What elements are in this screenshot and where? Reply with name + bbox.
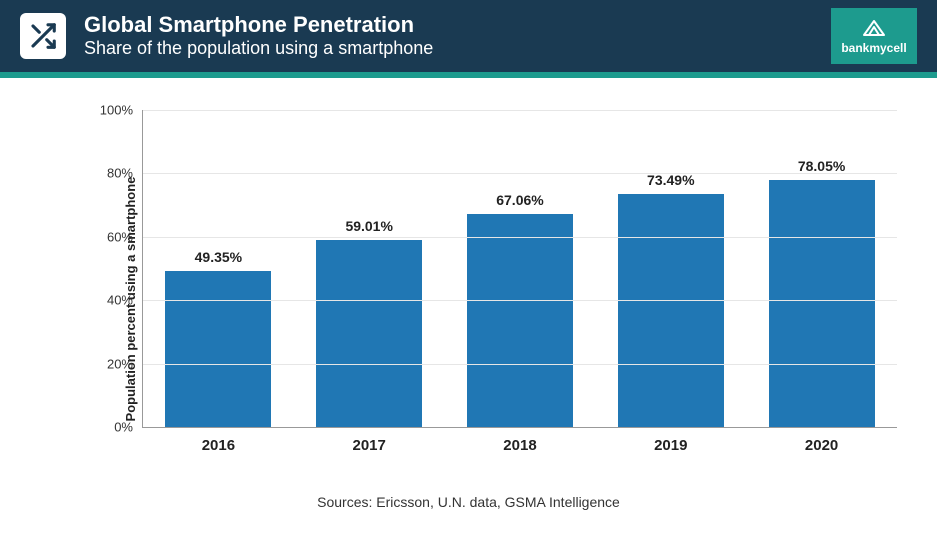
y-tick-label: 40% [107, 293, 143, 308]
x-tick-label: 2020 [805, 437, 838, 454]
y-tick-label: 20% [107, 356, 143, 371]
y-tick-label: 60% [107, 229, 143, 244]
bar-group: 73.49%2019 [603, 110, 739, 427]
x-tick-label: 2018 [503, 437, 536, 454]
header-bar: Global Smartphone Penetration Share of t… [0, 0, 937, 78]
logo-icon [861, 17, 887, 39]
bar-value-label: 78.05% [798, 158, 845, 174]
bar-value-label: 67.06% [496, 192, 543, 208]
infographic-container: Global Smartphone Penetration Share of t… [0, 0, 937, 544]
gridline [143, 173, 897, 174]
logo-text: bankmycell [841, 41, 906, 55]
chart-area: 49.35%201659.01%201767.06%201873.49%2019… [90, 100, 897, 460]
header-text: Global Smartphone Penetration Share of t… [84, 12, 831, 60]
y-tick-label: 0% [114, 420, 143, 435]
bar [618, 194, 724, 427]
bar-group: 49.35%2016 [151, 110, 287, 427]
plot-area: 49.35%201659.01%201767.06%201873.49%2019… [142, 110, 897, 428]
y-tick-label: 80% [107, 166, 143, 181]
bar-group: 67.06%2018 [452, 110, 588, 427]
gridline [143, 364, 897, 365]
page-title: Global Smartphone Penetration [84, 12, 831, 38]
gridline [143, 300, 897, 301]
bar-value-label: 59.01% [345, 218, 392, 234]
bar [467, 214, 573, 427]
bar-value-label: 49.35% [195, 249, 242, 265]
brand-logo: bankmycell [831, 8, 917, 64]
bar-group: 59.01%2017 [301, 110, 437, 427]
gridline [143, 110, 897, 111]
bar [769, 180, 875, 427]
x-tick-label: 2016 [202, 437, 235, 454]
sources-text: Sources: Ericsson, U.N. data, GSMA Intel… [40, 494, 897, 510]
bar-group: 78.05%2020 [754, 110, 890, 427]
x-tick-label: 2019 [654, 437, 687, 454]
bars-container: 49.35%201659.01%201767.06%201873.49%2019… [143, 110, 897, 427]
chart-region: Population percent using a smartphone 49… [0, 78, 937, 520]
page-subtitle: Share of the population using a smartpho… [84, 38, 831, 60]
x-tick-label: 2017 [353, 437, 386, 454]
shuffle-icon [20, 13, 66, 59]
bar [316, 240, 422, 427]
bar [165, 271, 271, 427]
bar-value-label: 73.49% [647, 172, 694, 188]
y-tick-label: 100% [100, 103, 143, 118]
gridline [143, 237, 897, 238]
